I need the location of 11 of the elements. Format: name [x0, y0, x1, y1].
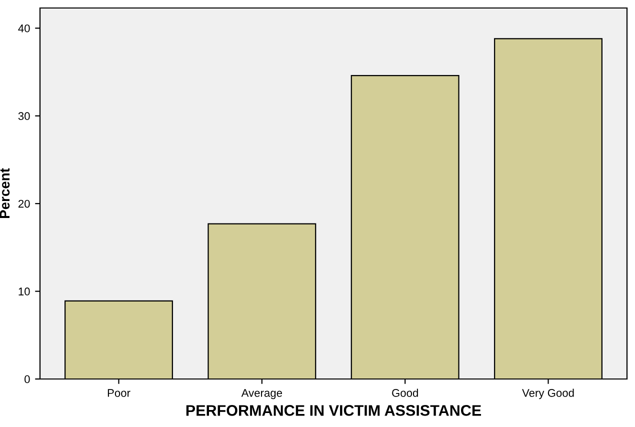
x-axis-title: PERFORMANCE IN VICTIM ASSISTANCE	[186, 405, 482, 416]
y-tick-label: 10	[18, 288, 30, 296]
y-tick-label: 20	[18, 200, 30, 208]
x-tick-label: Very Good	[522, 388, 574, 400]
y-tick-label: 0	[24, 375, 30, 384]
x-tick-label: Average	[241, 389, 282, 400]
y-tick-label: 40	[18, 24, 30, 32]
x-tick-label: Poor	[108, 389, 130, 397]
y-axis-title: Percent	[0, 168, 10, 218]
x-tick-label: Good	[392, 388, 418, 397]
y-tick-label: 30	[18, 112, 30, 120]
